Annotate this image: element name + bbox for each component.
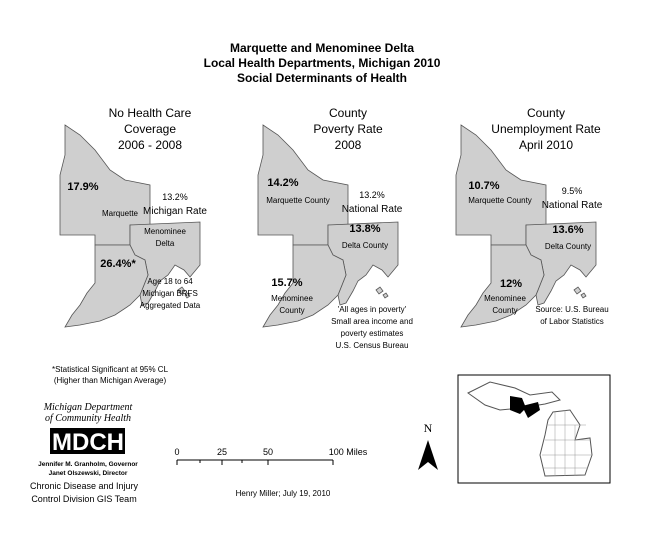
logo-department: Michigan Department — [43, 402, 133, 413]
panel-title: Poverty Rate — [313, 122, 383, 136]
region-value: 10.7% — [468, 180, 499, 192]
scale-label: 50 — [263, 447, 273, 457]
scale-label: 100 Miles — [329, 447, 368, 457]
islands — [573, 286, 587, 299]
region-value: 12% — [500, 278, 522, 290]
team: Control Division GIS Team — [31, 494, 136, 504]
islands — [375, 286, 389, 299]
region-name: Delta — [156, 239, 175, 248]
panel-title: No Health Care — [109, 106, 192, 120]
scale-label: 25 — [217, 447, 227, 457]
reference-label: National Rate — [342, 204, 403, 215]
credit: Henry Miller; July 19, 2010 — [236, 489, 331, 498]
map-title: Marquette and Menominee Delta — [230, 41, 414, 55]
county-menominee — [460, 244, 545, 328]
north-arrow — [418, 440, 438, 470]
scale-bar — [176, 459, 334, 465]
panel-title: Coverage — [124, 122, 176, 136]
panel-note: U.S. Census Bureau — [336, 341, 409, 350]
region-name: Menominee — [271, 294, 313, 303]
region-value: 13.6% — [552, 224, 583, 236]
region-value: 13.8% — [349, 223, 380, 235]
panel-note: Michigan BRFS — [142, 289, 198, 298]
reference-value: 13.2% — [162, 192, 188, 202]
panel-note: poverty estimates — [341, 329, 404, 338]
region-name: County — [492, 306, 517, 315]
county-menominee — [262, 244, 347, 328]
scale-ticks — [176, 460, 334, 465]
panel-title: Unemployment Rate — [491, 122, 601, 136]
region-name: County — [279, 306, 304, 315]
panel-note: of Labor Statistics — [540, 317, 604, 326]
region-name: Delta County — [342, 241, 388, 250]
lower-peninsula — [539, 409, 593, 477]
highlight-delta — [522, 402, 540, 418]
reference-value: 13.2% — [359, 190, 385, 200]
region-name: Delta County — [545, 242, 591, 251]
region-name: Marquette County — [266, 196, 330, 205]
panel-note: Source: U.S. Bureau — [535, 305, 608, 314]
panel-title: County — [329, 106, 367, 120]
region-value: 14.2% — [267, 177, 298, 189]
map-title: Social Determinants of Health — [237, 71, 407, 85]
logo-acronym: MDCH — [52, 429, 124, 456]
logo-block — [50, 428, 125, 454]
county-lines — [542, 410, 592, 476]
reference-value: 9.5% — [562, 186, 583, 196]
map-title: Local Health Departments, Michigan 2010 — [204, 56, 441, 70]
region-value: 17.9% — [67, 181, 98, 193]
reference-label: Michigan Rate — [143, 206, 207, 217]
county-menominee — [64, 244, 149, 328]
panel-note: Small area income and — [331, 317, 413, 326]
scale-label: 0 — [174, 447, 179, 457]
panel-note: Aggregated Data — [140, 301, 201, 310]
region-name: Menominee — [484, 294, 526, 303]
region-name: Menominee — [144, 227, 186, 236]
inset-map — [457, 374, 611, 484]
islands — [177, 286, 191, 299]
logo-department: of Community Health — [45, 413, 131, 424]
region-name: Marquette County — [468, 196, 532, 205]
footnote: *Statistical Significant at 95% CL — [52, 365, 169, 374]
region-name: Marquette — [102, 209, 139, 218]
footnote: (Higher than Michigan Average) — [54, 376, 167, 385]
reference-label: National Rate — [542, 200, 603, 211]
region-value: 26.4%* — [100, 258, 136, 270]
logo-official: Jennifer M. Granholm, Governor — [38, 461, 138, 468]
region-value: 15.7% — [271, 277, 302, 289]
logo-official: Janet Olszewski, Director — [49, 470, 128, 477]
panel-note: 'All ages in poverty' — [338, 305, 407, 314]
panel-note: Age 18 to 64 — [147, 277, 193, 286]
team: Chronic Disease and Injury — [30, 481, 139, 491]
north-label: N — [424, 421, 433, 435]
panel-title: County — [527, 106, 565, 120]
north-arrow-shape — [418, 440, 438, 470]
panel-title: 2008 — [335, 138, 362, 152]
highlight-marquette — [510, 396, 526, 414]
panel-title: April 2010 — [519, 138, 573, 152]
panel-title: 2006 - 2008 — [118, 138, 182, 152]
